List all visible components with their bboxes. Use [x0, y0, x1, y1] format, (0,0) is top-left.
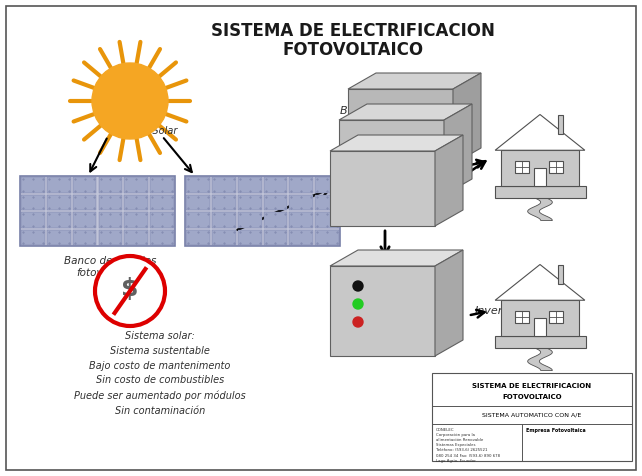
Polygon shape: [348, 73, 481, 89]
Bar: [73, 195, 96, 210]
Text: Banco de paneles
fotovoltáicos: Banco de paneles fotovoltáicos: [64, 256, 156, 278]
Polygon shape: [435, 135, 463, 226]
Polygon shape: [435, 250, 463, 356]
Polygon shape: [444, 104, 472, 195]
Bar: [263, 177, 288, 192]
Bar: [557, 115, 564, 134]
Bar: [534, 168, 546, 186]
Bar: [432, 373, 632, 461]
Bar: [186, 177, 210, 192]
Bar: [186, 195, 210, 210]
Text: Banco de baterías: Banco de baterías: [340, 106, 440, 116]
Bar: [73, 177, 96, 192]
Bar: [339, 120, 444, 195]
Polygon shape: [528, 198, 552, 220]
Bar: [21, 229, 45, 245]
Bar: [290, 177, 313, 192]
Circle shape: [353, 281, 363, 291]
Circle shape: [95, 256, 165, 326]
Bar: [186, 229, 210, 245]
Polygon shape: [330, 250, 463, 266]
Polygon shape: [528, 347, 552, 370]
Bar: [548, 311, 564, 324]
Text: SISTEMA DE ELECTRIFICACION: SISTEMA DE ELECTRIFICACION: [211, 22, 495, 40]
Bar: [330, 266, 435, 356]
Text: SISTEMA DE ELECTRIFICACION: SISTEMA DE ELECTRIFICACION: [473, 383, 591, 389]
Bar: [515, 161, 530, 173]
Bar: [21, 212, 45, 228]
Bar: [263, 195, 288, 210]
Bar: [501, 150, 579, 186]
Bar: [150, 177, 174, 192]
Bar: [348, 89, 453, 164]
Bar: [125, 212, 148, 228]
Polygon shape: [330, 135, 463, 151]
Bar: [212, 177, 236, 192]
Bar: [125, 229, 148, 245]
Circle shape: [353, 317, 363, 327]
Bar: [47, 229, 71, 245]
Bar: [21, 177, 45, 192]
Bar: [47, 177, 71, 192]
Text: Empresa Fotovoltaica: Empresa Fotovoltaica: [526, 427, 586, 433]
Bar: [548, 161, 564, 173]
Bar: [238, 212, 261, 228]
Bar: [263, 229, 288, 245]
Bar: [315, 177, 339, 192]
Bar: [73, 212, 96, 228]
Bar: [150, 229, 174, 245]
Bar: [238, 229, 261, 245]
Bar: [494, 186, 586, 198]
Polygon shape: [495, 115, 585, 150]
Bar: [125, 177, 148, 192]
Bar: [150, 195, 174, 210]
Bar: [47, 195, 71, 210]
Bar: [263, 212, 288, 228]
Bar: [21, 195, 45, 210]
Bar: [98, 229, 123, 245]
Bar: [330, 151, 435, 226]
Bar: [150, 212, 174, 228]
Circle shape: [92, 63, 168, 139]
Bar: [20, 176, 175, 246]
Bar: [125, 195, 148, 210]
Bar: [315, 212, 339, 228]
Text: Energía Solar: Energía Solar: [112, 126, 178, 136]
Bar: [98, 212, 123, 228]
Text: Sistema solar:
Sistema sustentable
Bajo costo de mantenimento
Sin costo de combu: Sistema solar: Sistema sustentable Bajo …: [74, 331, 246, 416]
Bar: [501, 300, 579, 336]
Bar: [212, 195, 236, 210]
Bar: [73, 229, 96, 245]
Bar: [238, 177, 261, 192]
Bar: [98, 177, 123, 192]
Polygon shape: [339, 104, 472, 120]
Bar: [98, 195, 123, 210]
Bar: [290, 229, 313, 245]
Text: SISTEMA AUTOMATICO CON A/E: SISTEMA AUTOMATICO CON A/E: [482, 413, 582, 418]
Bar: [185, 176, 340, 246]
Text: FOTOVOLTAICO: FOTOVOLTAICO: [502, 394, 562, 400]
Text: FOTOVOLTAICO: FOTOVOLTAICO: [282, 41, 424, 59]
Bar: [238, 195, 261, 210]
Bar: [290, 212, 313, 228]
Bar: [212, 229, 236, 245]
Bar: [212, 212, 236, 228]
Text: CONELEC
Corporación para la
alimentación Renovable
Sistemas Especiales
Teléfono:: CONELEC Corporación para la alimentación…: [436, 427, 500, 463]
Polygon shape: [495, 265, 585, 300]
Circle shape: [353, 299, 363, 309]
Bar: [534, 318, 546, 336]
Bar: [494, 336, 586, 347]
Polygon shape: [453, 73, 481, 164]
Bar: [186, 212, 210, 228]
Bar: [315, 195, 339, 210]
Text: Inversor: Inversor: [475, 306, 521, 316]
Bar: [290, 195, 313, 210]
Bar: [315, 229, 339, 245]
Bar: [47, 212, 71, 228]
Text: $: $: [121, 277, 139, 301]
Bar: [515, 311, 530, 324]
Bar: [557, 265, 564, 284]
